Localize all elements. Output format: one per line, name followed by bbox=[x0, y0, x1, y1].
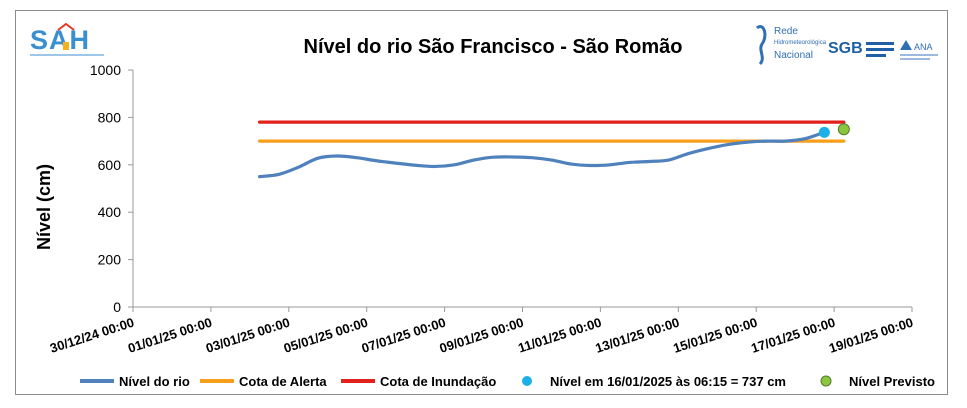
legend-label-1: Cota de Alerta bbox=[239, 374, 327, 389]
y-tick-label: 0 bbox=[113, 299, 121, 315]
y-tick-label: 1000 bbox=[90, 62, 121, 78]
y-axis-label: Nível (cm) bbox=[34, 164, 54, 250]
chart-title: Nível do rio São Francisco - São Romão bbox=[304, 36, 683, 58]
axes: 0 200 400 600 800 1000 30/12/24 00:0001/01/25 … bbox=[48, 62, 915, 356]
legend-label-0: Nível do rio bbox=[119, 374, 190, 389]
series-layer bbox=[257, 120, 850, 179]
x-tick-label: 01/01/25 00:00 bbox=[126, 315, 214, 356]
x-tick-label: 05/01/25 00:00 bbox=[282, 315, 370, 356]
sah-logo: SAH bbox=[28, 22, 106, 60]
legend-label-4: Nível Previsto bbox=[849, 374, 935, 389]
legend-swatch-3 bbox=[522, 376, 532, 386]
sgb-text: SGB bbox=[828, 40, 863, 57]
legend-label-2: Cota de Inundação bbox=[380, 374, 496, 389]
x-tick-label: 09/01/25 00:00 bbox=[438, 315, 526, 356]
series-line-0 bbox=[257, 130, 826, 179]
x-tick-label: 19/01/25 00:00 bbox=[827, 315, 915, 356]
series-marker-4 bbox=[837, 123, 850, 136]
y-tick-label: 800 bbox=[98, 109, 122, 125]
x-tick-label: 17/01/25 00:00 bbox=[749, 315, 837, 356]
legend-swatch-4 bbox=[820, 375, 832, 387]
x-tick-label: 07/01/25 00:00 bbox=[360, 315, 448, 356]
x-tick-label: 03/01/25 00:00 bbox=[204, 315, 292, 356]
chart-frame bbox=[15, 10, 948, 395]
rede-text: Rede bbox=[774, 26, 798, 37]
rede-logo: Rede Hidrometeorológica Nacional bbox=[756, 25, 827, 66]
x-tick-label: 13/01/25 00:00 bbox=[593, 315, 681, 356]
y-tick-label: 600 bbox=[98, 157, 122, 173]
legend: Nível do rio Cota de Alerta Cota de Inunda… bbox=[80, 374, 935, 389]
x-tick-label: 30/12/24 00:00 bbox=[48, 315, 136, 356]
partner-logos: Rede Hidrometeorológica Nacional SGB ANA bbox=[756, 25, 938, 66]
y-tick-label: 400 bbox=[98, 204, 122, 220]
x-tick-label: 15/01/25 00:00 bbox=[671, 315, 759, 356]
series-marker-3 bbox=[818, 126, 830, 138]
ana-text: ANA bbox=[914, 42, 933, 52]
ana-logo: ANA bbox=[900, 40, 938, 60]
nacional-text: Nacional bbox=[774, 50, 813, 61]
y-tick-label: 200 bbox=[98, 252, 122, 268]
hidro-text: Hidrometeorológica bbox=[774, 40, 827, 46]
legend-label-3: Nível em 16/01/2025 às 06:15 = 737 cm bbox=[550, 374, 786, 389]
sgb-logo: SGB bbox=[828, 40, 894, 57]
x-tick-label: 11/01/25 00:00 bbox=[516, 315, 603, 356]
